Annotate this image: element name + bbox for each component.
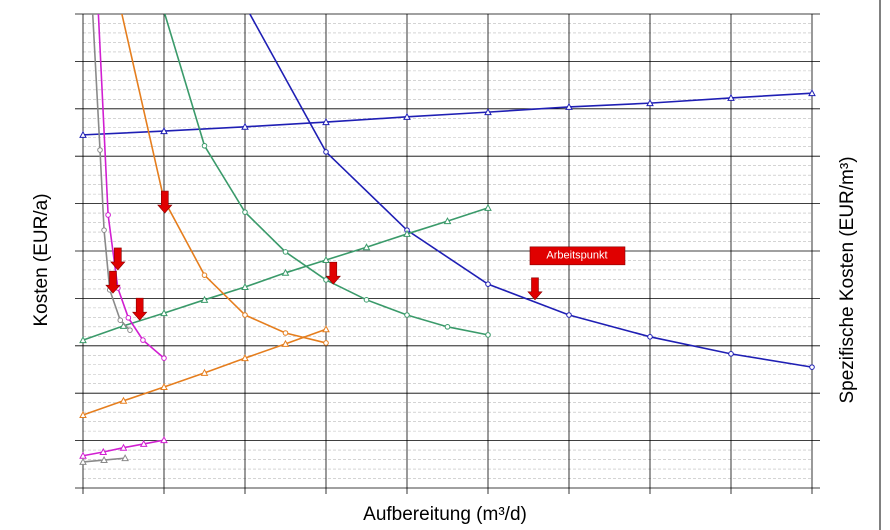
annotation-box xyxy=(529,246,626,266)
annotation-text: Arbeitspunkt xyxy=(546,250,607,262)
series-line xyxy=(97,13,165,359)
point-marker xyxy=(242,312,248,318)
point-marker xyxy=(322,255,330,264)
point-marker xyxy=(119,443,128,451)
y-axis-label: Kosten (EUR/a) xyxy=(31,193,52,326)
point-marker xyxy=(160,436,168,444)
point-marker xyxy=(200,368,209,376)
point-marker xyxy=(79,336,87,344)
point-marker xyxy=(282,249,289,255)
point-marker xyxy=(363,297,370,303)
point-marker xyxy=(809,364,815,370)
point-marker xyxy=(201,142,208,149)
point-marker xyxy=(484,108,492,116)
point-marker xyxy=(160,127,168,135)
point-marker xyxy=(241,354,249,362)
point-marker xyxy=(323,149,329,155)
point-marker xyxy=(485,281,491,287)
point-marker xyxy=(404,312,410,318)
point-marker xyxy=(160,309,168,317)
point-marker xyxy=(121,454,129,462)
point-marker xyxy=(282,330,289,336)
point-marker xyxy=(125,315,132,321)
point-marker xyxy=(139,439,148,447)
point-marker xyxy=(323,340,329,346)
point-marker xyxy=(322,118,330,126)
point-marker xyxy=(484,203,492,211)
point-marker xyxy=(242,209,248,215)
point-marker xyxy=(140,337,146,343)
point-marker xyxy=(79,410,87,419)
x-axis-label: Aufbereitung (m³/d) xyxy=(363,504,527,525)
point-marker xyxy=(565,102,573,110)
point-marker xyxy=(566,312,572,318)
point-marker xyxy=(444,324,451,330)
point-marker xyxy=(281,268,290,276)
point-marker xyxy=(646,99,654,107)
point-marker xyxy=(101,227,107,233)
point-marker xyxy=(161,355,167,361)
series-line xyxy=(121,13,327,344)
point-marker xyxy=(200,295,209,303)
point-marker xyxy=(117,317,124,324)
point-marker xyxy=(201,272,208,278)
arrow-marker xyxy=(325,261,341,285)
point-marker xyxy=(443,217,452,225)
point-marker xyxy=(403,229,411,237)
point-marker xyxy=(808,89,816,97)
point-marker xyxy=(79,457,87,465)
point-marker xyxy=(100,455,108,464)
series-line xyxy=(82,92,813,136)
point-marker xyxy=(127,327,133,333)
series-line xyxy=(164,13,489,336)
point-marker xyxy=(403,112,411,120)
point-marker xyxy=(647,333,653,340)
point-marker xyxy=(119,396,128,404)
point-marker xyxy=(97,147,103,153)
point-marker xyxy=(241,282,249,291)
point-marker xyxy=(281,339,290,347)
series-line xyxy=(249,13,813,368)
point-marker xyxy=(322,325,330,333)
arrow-marker xyxy=(132,297,148,321)
arrow-marker xyxy=(105,270,121,294)
point-marker xyxy=(362,243,371,251)
point-marker xyxy=(99,447,108,455)
arrow-marker xyxy=(527,277,543,301)
point-marker xyxy=(485,332,491,338)
point-marker xyxy=(728,351,734,357)
point-marker xyxy=(160,382,168,391)
y2-axis-label: Spezifische Kosten (EUR/m³) xyxy=(837,156,858,403)
arrow-marker xyxy=(157,190,173,214)
point-marker xyxy=(727,93,735,101)
point-marker xyxy=(323,277,329,283)
arrow-marker xyxy=(110,247,126,271)
point-marker xyxy=(105,212,111,218)
point-marker xyxy=(241,122,249,130)
point-marker xyxy=(79,130,87,138)
